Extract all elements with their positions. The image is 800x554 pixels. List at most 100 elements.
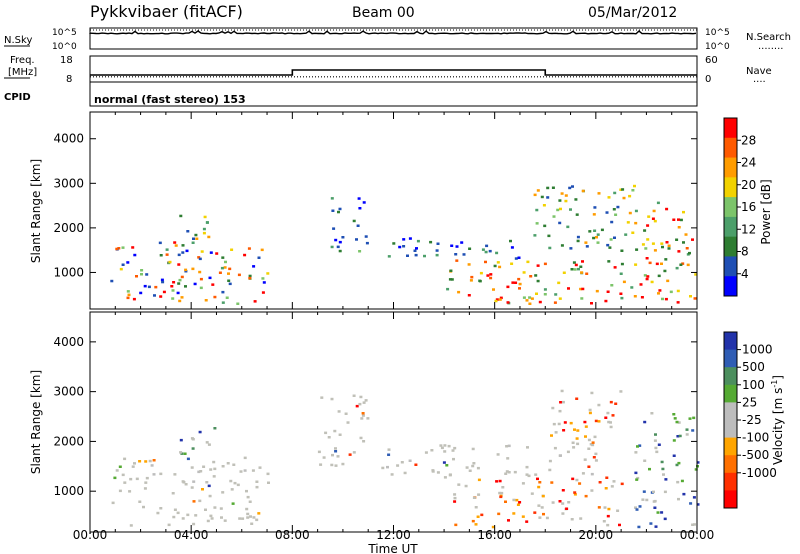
echo-cell <box>607 196 611 199</box>
echo-cell <box>129 477 133 481</box>
echo-cell <box>576 235 580 239</box>
echo-cell <box>518 282 522 286</box>
echo-cell <box>521 515 525 518</box>
echo-cell <box>639 283 643 286</box>
echo-cell <box>552 422 556 426</box>
echo-cell <box>172 281 176 284</box>
echo-cell <box>613 191 617 195</box>
echo-cell <box>551 406 555 410</box>
echo-cell <box>207 235 211 239</box>
echo-cell <box>206 519 210 523</box>
echo-cell <box>123 457 127 461</box>
echo-cell <box>685 428 689 431</box>
echo-cell <box>330 197 334 200</box>
echo-cell <box>567 501 571 504</box>
echo-cell <box>346 421 350 424</box>
echo-cell <box>691 238 694 241</box>
echo-cell <box>356 224 360 227</box>
power-xaxis-ticks <box>89 112 698 309</box>
echo-cell <box>331 209 335 212</box>
echo-cell <box>171 289 175 292</box>
echo-cell <box>148 459 152 463</box>
echo-cell <box>645 498 649 502</box>
echo-cell <box>355 404 359 408</box>
echo-cell <box>676 435 680 438</box>
echo-cell <box>361 412 365 415</box>
power-colorbar-swatch <box>724 276 737 297</box>
echo-cell <box>515 498 519 502</box>
echo-cell <box>178 299 182 303</box>
echo-cell <box>165 248 169 251</box>
echo-cell <box>337 210 340 214</box>
echo-cell <box>390 473 394 476</box>
echo-cell <box>246 495 250 499</box>
echo-cell <box>179 214 183 218</box>
echo-cell <box>512 512 516 515</box>
echo-cell <box>694 468 698 471</box>
echo-cell <box>230 248 234 251</box>
echo-cell <box>330 397 334 401</box>
echo-cell <box>392 242 396 245</box>
echo-cell <box>552 215 556 218</box>
echo-cell <box>443 444 447 447</box>
echo-cell <box>489 276 493 280</box>
echo-cell <box>198 257 202 261</box>
echo-cell <box>562 271 566 274</box>
echo-cell <box>132 297 136 301</box>
echo-cell <box>588 411 592 415</box>
echo-cell <box>319 463 323 466</box>
echo-cell <box>565 507 569 510</box>
power-panel: 1000 2000 3000 4000 Slant Range [km] 4 8 12 16… <box>29 111 773 310</box>
velocity-colorbar-label-end: ] <box>771 375 785 380</box>
echo-cell <box>460 241 464 244</box>
echo-cell <box>587 465 591 468</box>
echo-cell <box>665 241 669 244</box>
echo-cell <box>650 280 654 284</box>
echo-cell <box>121 473 125 477</box>
xtick-label: 12:00 <box>376 528 411 542</box>
echo-cell <box>554 293 558 296</box>
echo-cell <box>506 285 510 289</box>
echo-cell <box>435 249 439 252</box>
echo-cell <box>536 189 540 192</box>
echo-cell <box>620 296 624 300</box>
echo-cell <box>636 445 639 448</box>
echo-cell <box>218 271 222 274</box>
echo-cell <box>511 281 515 284</box>
echo-cell <box>518 501 522 504</box>
echo-cell <box>252 265 256 268</box>
echo-cell <box>334 464 338 467</box>
echo-cell <box>566 225 570 229</box>
echo-cell <box>614 213 618 216</box>
echo-cell <box>396 464 400 467</box>
echo-cell <box>435 253 439 257</box>
echo-cell <box>663 517 667 521</box>
echo-cell <box>358 402 362 406</box>
echo-cell <box>596 233 600 236</box>
echo-cell <box>247 247 251 250</box>
echo-cell <box>201 488 204 491</box>
echo-cell <box>677 497 680 501</box>
echo-cell <box>569 421 573 425</box>
echo-cell <box>262 281 266 284</box>
echo-cell <box>207 484 211 488</box>
echo-cell <box>676 289 680 293</box>
velocity-colorbar-swatch <box>724 402 737 421</box>
beam-title: Beam 00 <box>352 5 415 21</box>
echo-cell <box>666 279 670 283</box>
echo-cell <box>661 245 664 249</box>
echo-cell <box>236 483 240 487</box>
echo-cell <box>587 438 591 442</box>
echo-cell <box>513 470 517 474</box>
echo-cell <box>551 501 555 504</box>
echo-cell <box>669 290 673 294</box>
xtick-label: 20:00 <box>579 528 614 542</box>
echo-cell <box>506 301 510 304</box>
echo-cell <box>660 242 664 245</box>
echo-cell <box>543 262 547 266</box>
echo-cell <box>248 276 252 280</box>
echo-cell <box>547 234 551 238</box>
power-colorbar-label: 28 <box>741 133 756 147</box>
echo-cell <box>573 493 577 496</box>
echo-cell <box>202 227 206 231</box>
